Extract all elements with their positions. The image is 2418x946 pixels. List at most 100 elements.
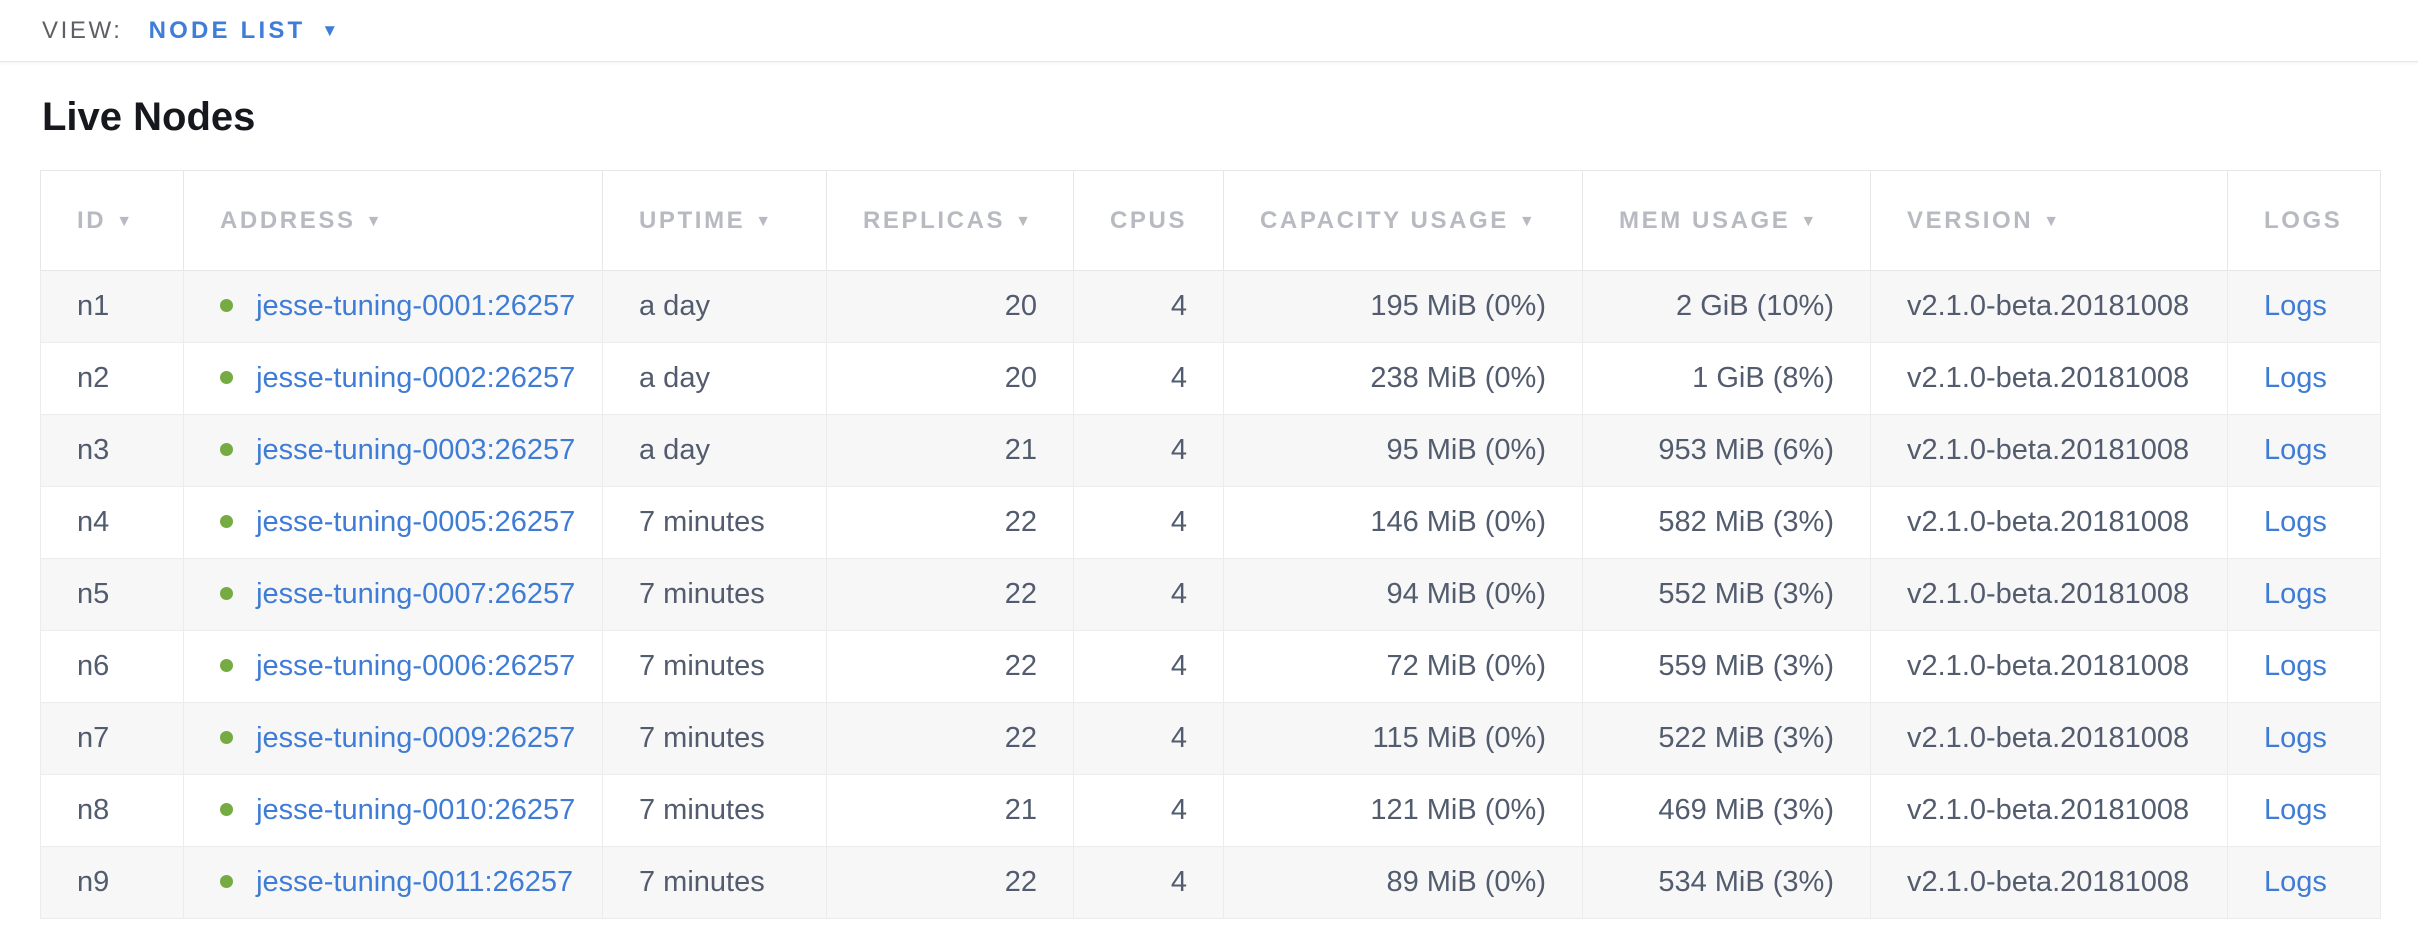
node-id-cell: n2	[40, 342, 184, 415]
node-uptime-cell: 7 minutes	[602, 702, 827, 775]
node-replicas-cell: 21	[826, 414, 1074, 487]
sort-descending-icon: ▼	[1518, 212, 1538, 230]
node-live-status-icon	[220, 442, 233, 456]
node-id-cell: n3	[40, 414, 184, 487]
logs-link[interactable]: Logs	[2264, 506, 2327, 538]
node-version-cell: v2.1.0-beta.20181008	[1870, 342, 2228, 415]
node-version-cell: v2.1.0-beta.20181008	[1870, 846, 2228, 919]
node-uptime-cell: 7 minutes	[602, 774, 827, 847]
node-address-cell: jesse-tuning-0009:26257	[183, 702, 603, 775]
node-replicas-cell: 20	[826, 342, 1074, 415]
node-address-link[interactable]: jesse-tuning-0010:26257	[256, 794, 576, 826]
node-uptime-cell: a day	[602, 270, 827, 343]
node-replicas-cell: 20	[826, 270, 1074, 343]
node-address-cell: jesse-tuning-0001:26257	[183, 270, 603, 343]
node-cpus-cell: 4	[1073, 486, 1224, 559]
node-id-cell: n5	[40, 558, 184, 631]
table-row: n5 jesse-tuning-0007:26257 7 minutes 22 …	[40, 558, 2381, 631]
sort-descending-icon: ▼	[2043, 212, 2062, 230]
column-header-label: CPUS	[1110, 206, 1188, 234]
node-cpus-cell: 4	[1073, 774, 1224, 847]
column-header-uptime[interactable]: UPTIME ▼	[602, 170, 827, 271]
node-mem-usage-cell: 522 MiB (3%)	[1582, 702, 1871, 775]
column-header-replicas[interactable]: REPLICAS ▼	[826, 170, 1074, 271]
column-header-address[interactable]: ADDRESS ▼	[183, 170, 603, 271]
logs-link[interactable]: Logs	[2264, 794, 2327, 826]
node-live-status-icon	[220, 586, 233, 600]
logs-link[interactable]: Logs	[2264, 434, 2327, 466]
node-logs-cell: Logs	[2227, 486, 2381, 559]
node-id-cell: n9	[40, 846, 184, 919]
column-header-version[interactable]: VERSION ▼	[1870, 170, 2228, 271]
node-address-link[interactable]: jesse-tuning-0003:26257	[256, 434, 576, 466]
node-cpus-cell: 4	[1073, 414, 1224, 487]
view-selector[interactable]: NODE LIST ▼	[149, 17, 339, 45]
node-address-cell: jesse-tuning-0010:26257	[183, 774, 603, 847]
node-logs-cell: Logs	[2227, 630, 2381, 703]
logs-link[interactable]: Logs	[2264, 866, 2327, 898]
node-mem-usage-cell: 2 GiB (10%)	[1582, 270, 1871, 343]
node-address-link[interactable]: jesse-tuning-0001:26257	[256, 290, 576, 322]
sort-descending-icon: ▼	[755, 212, 774, 230]
node-cpus-cell: 4	[1073, 342, 1224, 415]
node-mem-usage-cell: 582 MiB (3%)	[1582, 486, 1871, 559]
column-header-id[interactable]: ID ▼	[40, 170, 184, 271]
node-logs-cell: Logs	[2227, 558, 2381, 631]
node-live-status-icon	[220, 370, 233, 384]
node-version-cell: v2.1.0-beta.20181008	[1870, 774, 2228, 847]
node-replicas-cell: 22	[826, 558, 1074, 631]
node-address-cell: jesse-tuning-0011:26257	[183, 846, 603, 919]
view-toolbar: VIEW: NODE LIST ▼	[0, 0, 2418, 62]
column-header-cpus: CPUS	[1073, 170, 1224, 271]
node-live-status-icon	[220, 874, 233, 888]
table-row: n6 jesse-tuning-0006:26257 7 minutes 22 …	[40, 630, 2381, 703]
logs-link[interactable]: Logs	[2264, 362, 2327, 394]
node-logs-cell: Logs	[2227, 846, 2381, 919]
table-row: n1 jesse-tuning-0001:26257 a day 20 4 19…	[40, 270, 2381, 343]
node-address-cell: jesse-tuning-0006:26257	[183, 630, 603, 703]
node-logs-cell: Logs	[2227, 702, 2381, 775]
node-address-link[interactable]: jesse-tuning-0007:26257	[256, 578, 576, 610]
node-address-link[interactable]: jesse-tuning-0011:26257	[256, 866, 574, 898]
logs-link[interactable]: Logs	[2264, 578, 2327, 610]
node-cpus-cell: 4	[1073, 558, 1224, 631]
sort-descending-icon: ▼	[116, 212, 135, 230]
node-mem-usage-cell: 953 MiB (6%)	[1582, 414, 1871, 487]
node-replicas-cell: 21	[826, 774, 1074, 847]
node-capacity-usage-cell: 72 MiB (0%)	[1223, 630, 1583, 703]
node-live-status-icon	[220, 658, 233, 672]
node-mem-usage-cell: 534 MiB (3%)	[1582, 846, 1871, 919]
node-version-cell: v2.1.0-beta.20181008	[1870, 414, 2228, 487]
node-capacity-usage-cell: 115 MiB (0%)	[1223, 702, 1583, 775]
node-address-cell: jesse-tuning-0002:26257	[183, 342, 603, 415]
node-version-cell: v2.1.0-beta.20181008	[1870, 270, 2228, 343]
column-header-capacity-usage[interactable]: CAPACITY USAGE ▼	[1223, 170, 1583, 271]
node-logs-cell: Logs	[2227, 414, 2381, 487]
node-address-link[interactable]: jesse-tuning-0009:26257	[256, 722, 576, 754]
logs-link[interactable]: Logs	[2264, 650, 2327, 682]
node-live-status-icon	[220, 514, 233, 528]
node-capacity-usage-cell: 95 MiB (0%)	[1223, 414, 1583, 487]
column-header-mem-usage[interactable]: MEM USAGE ▼	[1582, 170, 1871, 271]
node-version-cell: v2.1.0-beta.20181008	[1870, 630, 2228, 703]
node-version-cell: v2.1.0-beta.20181008	[1870, 702, 2228, 775]
node-address-cell: jesse-tuning-0003:26257	[183, 414, 603, 487]
view-label: VIEW:	[42, 16, 123, 44]
column-header-label: ID	[77, 206, 107, 234]
logs-link[interactable]: Logs	[2264, 722, 2327, 754]
node-address-link[interactable]: jesse-tuning-0006:26257	[256, 650, 576, 682]
node-address-link[interactable]: jesse-tuning-0005:26257	[256, 506, 576, 538]
node-version-cell: v2.1.0-beta.20181008	[1870, 558, 2228, 631]
node-address-link[interactable]: jesse-tuning-0002:26257	[256, 362, 576, 394]
column-header-label: LOGS	[2264, 206, 2343, 234]
node-uptime-cell: a day	[602, 414, 827, 487]
node-id-cell: n7	[40, 702, 184, 775]
live-nodes-table: ID ▼ ADDRESS ▼ UPTIME ▼ REPLICAS ▼ CPUS CAPACITY …	[40, 170, 2381, 919]
node-capacity-usage-cell: 238 MiB (0%)	[1223, 342, 1583, 415]
logs-link[interactable]: Logs	[2264, 290, 2327, 322]
node-capacity-usage-cell: 89 MiB (0%)	[1223, 846, 1583, 919]
node-capacity-usage-cell: 146 MiB (0%)	[1223, 486, 1583, 559]
node-replicas-cell: 22	[826, 630, 1074, 703]
column-header-label: VERSION	[1907, 206, 2034, 234]
node-mem-usage-cell: 559 MiB (3%)	[1582, 630, 1871, 703]
